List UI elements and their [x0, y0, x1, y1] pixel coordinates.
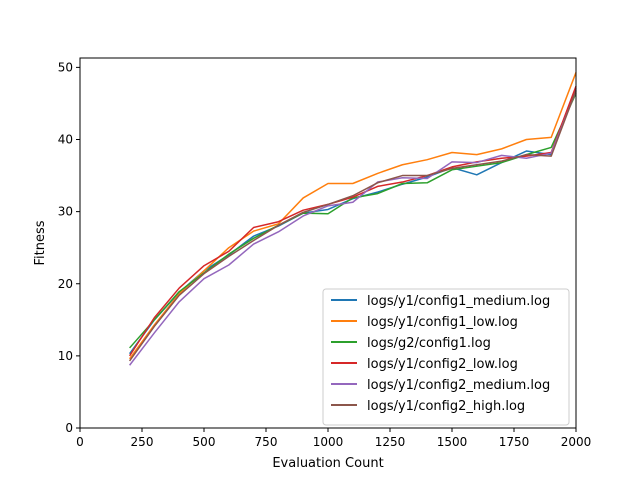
y-axis: 0 10 20 30 40 50 — [58, 60, 80, 435]
x-tick-label: 1500 — [437, 435, 468, 449]
legend-label-2: logs/g2/config1.log — [367, 336, 491, 351]
y-axis-label: Fitness — [33, 220, 48, 265]
y-tick-label: 10 — [58, 349, 73, 363]
y-tick-label: 40 — [58, 133, 73, 147]
x-tick-label: 0 — [76, 435, 84, 449]
x-tick-label: 250 — [131, 435, 154, 449]
series-layer — [128, 72, 577, 366]
x-axis: 0 250 500 750 1000 1250 1500 1750 2000 — [76, 428, 591, 449]
legend-label-4: logs/y1/config2_medium.log — [367, 378, 550, 393]
legend-label-5: logs/y1/config2_high.log — [367, 399, 525, 414]
y-tick-label: 30 — [58, 205, 73, 219]
x-tick-label: 1750 — [499, 435, 530, 449]
legend-label-3: logs/y1/config2_low.log — [367, 357, 518, 372]
x-axis-label: Evaluation Count — [272, 456, 383, 471]
series-line-4 — [129, 90, 577, 366]
y-tick-label: 50 — [58, 60, 73, 74]
legend-box — [322, 288, 570, 426]
series-line-3 — [128, 85, 577, 357]
series-line-1 — [128, 72, 577, 360]
x-tick-label: 1250 — [375, 435, 406, 449]
x-tick-label: 1000 — [313, 435, 344, 449]
series-line-5 — [128, 90, 577, 362]
y-tick-label: 20 — [58, 277, 73, 291]
legend: logs/y1/config1_medium.log logs/y1/config… — [322, 288, 570, 426]
x-tick-label: 500 — [193, 435, 216, 449]
y-tick-label: 0 — [65, 421, 73, 435]
x-tick-label: 750 — [255, 435, 278, 449]
legend-label-1: logs/y1/config1_low.log — [367, 315, 518, 330]
legend-label-0: logs/y1/config1_medium.log — [367, 294, 550, 309]
x-tick-label: 2000 — [561, 435, 592, 449]
